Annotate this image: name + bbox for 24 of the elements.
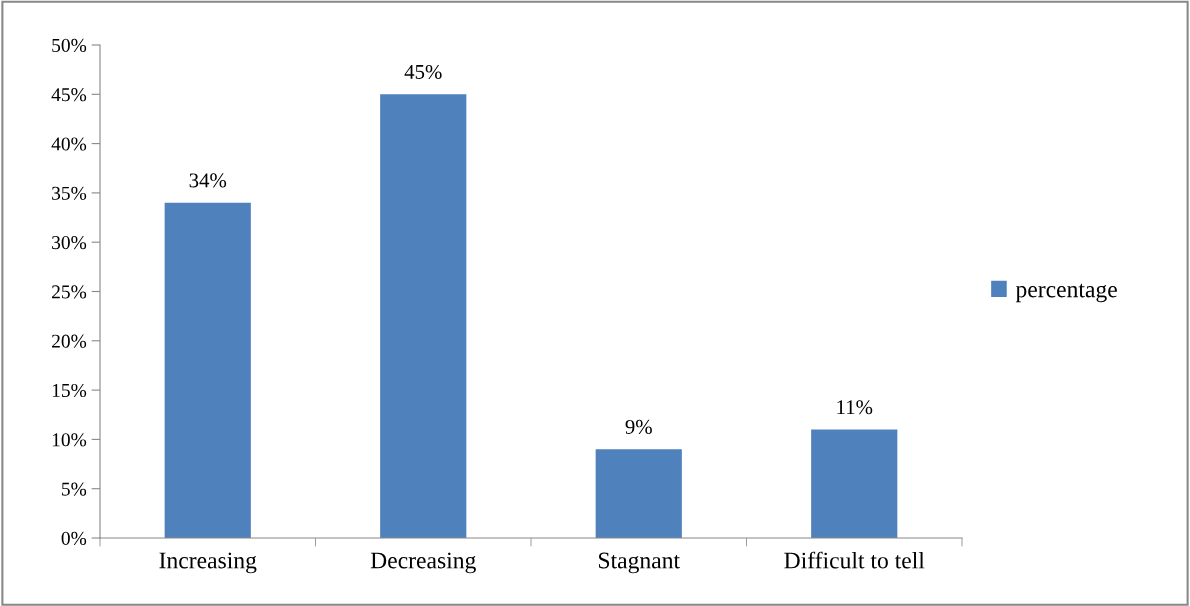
y-tick-label: 0% <box>61 531 87 545</box>
y-tick-label: 5% <box>62 482 87 496</box>
y-tick-label: 25% <box>52 285 87 299</box>
y-tick-label: 45% <box>51 88 87 102</box>
text: 11% <box>837 400 873 415</box>
x-tick-label: Stagnant <box>599 552 680 574</box>
y-tick-label: 20% <box>52 334 87 348</box>
text: 34% <box>189 173 227 188</box>
y-tick-label: 15% <box>52 383 87 398</box>
y-tick-label: 30% <box>52 236 87 250</box>
bar <box>811 429 898 538</box>
text: 9% <box>625 419 652 434</box>
legend-label: percentage <box>1015 283 1117 303</box>
x-tick-label: Decreasing <box>370 552 476 574</box>
bar <box>595 449 682 538</box>
x-tick-label: Increasing <box>159 552 257 574</box>
bar <box>164 202 251 538</box>
y-tick-label: 35% <box>52 186 87 200</box>
x-tick-label: Difficult to tell <box>784 551 925 569</box>
y-tick-label: 10% <box>52 433 87 447</box>
y-tick-label: 40% <box>51 137 87 151</box>
bar <box>380 94 467 538</box>
y-tick-label: 50% <box>52 38 87 52</box>
text: 45% <box>404 64 442 80</box>
